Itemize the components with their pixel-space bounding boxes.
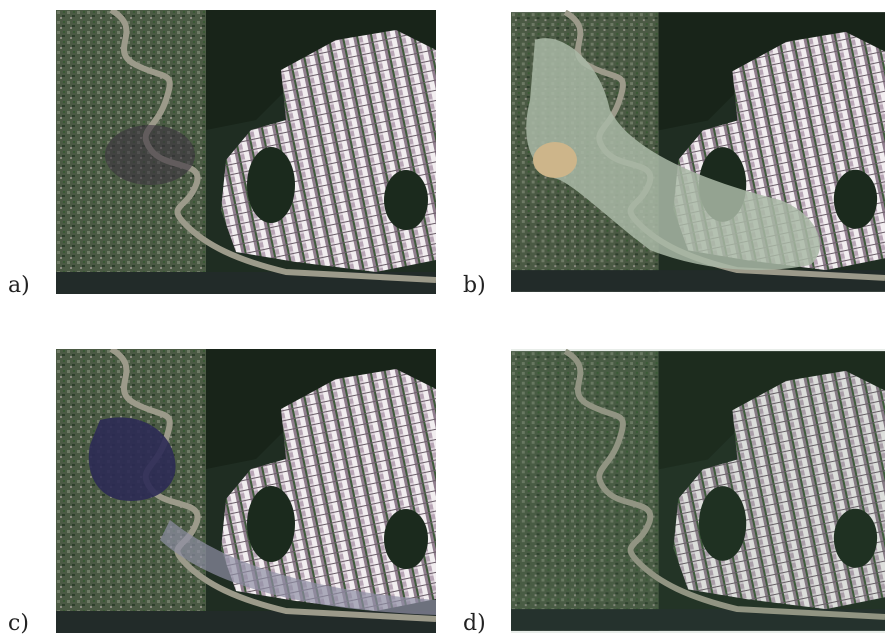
panel-label: b) xyxy=(463,273,486,298)
panel-label: d) xyxy=(463,611,486,636)
figure: a) b) c) d) xyxy=(0,0,885,639)
panel-label: c) xyxy=(8,611,29,636)
image-feature xyxy=(105,125,195,185)
panel-label: a) xyxy=(8,273,30,298)
image-feature xyxy=(533,142,577,178)
image-tint xyxy=(511,349,885,633)
